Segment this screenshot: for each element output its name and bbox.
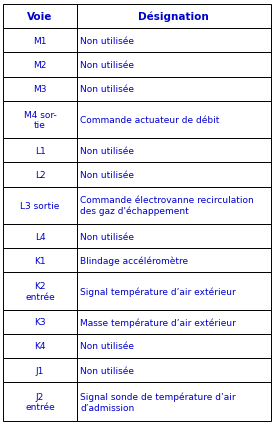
Text: Non utilisée: Non utilisée [80,61,134,70]
Bar [77,310,271,334]
Text: L2: L2 [35,170,45,179]
Text: Commande électrovanne recirculation
des gaz d'échappement: Commande électrovanne recirculation des … [80,196,254,216]
Text: M4 sor-
tie: M4 sor- tie [24,110,56,130]
Bar [77,53,271,78]
Text: Non utilisée: Non utilisée [80,232,134,241]
Text: M3: M3 [33,85,47,94]
Bar [77,101,271,139]
Bar [3,53,77,78]
Bar [3,101,77,139]
Text: J1: J1 [36,366,44,375]
Bar [3,382,77,421]
Text: K4: K4 [34,342,46,351]
Bar [77,78,271,101]
Bar [77,5,271,29]
Text: Signal température d’air extérieur: Signal température d’air extérieur [80,287,236,296]
Text: Masse température d’air extérieur: Masse température d’air extérieur [80,317,236,327]
Bar [77,273,271,310]
Bar [3,78,77,101]
Bar [3,29,77,53]
Bar [3,273,77,310]
Text: Non utilisée: Non utilisée [80,366,134,375]
Bar [77,225,271,248]
Bar [77,187,271,225]
Text: Non utilisée: Non utilisée [80,147,134,155]
Bar [3,310,77,334]
Bar [77,248,271,273]
Bar [3,163,77,187]
Text: L3 sortie: L3 sortie [20,201,60,210]
Bar [3,358,77,382]
Bar [3,334,77,358]
Bar [3,5,77,29]
Bar [3,248,77,273]
Bar [77,334,271,358]
Text: L4: L4 [35,232,45,241]
Text: Non utilisée: Non utilisée [80,170,134,179]
Text: L1: L1 [35,147,45,155]
Text: Blindage accéléromètre: Blindage accéléromètre [80,256,188,265]
Bar [77,139,271,163]
Text: Signal sonde de température d’air
d’admission: Signal sonde de température d’air d’admi… [80,391,236,412]
Text: Désignation: Désignation [138,12,209,23]
Text: K3: K3 [34,317,46,327]
Bar [3,187,77,225]
Bar [3,139,77,163]
Text: M1: M1 [33,37,47,46]
Text: M2: M2 [33,61,47,70]
Bar [77,382,271,421]
Text: K1: K1 [34,256,46,265]
Text: Commande actuateur de débit: Commande actuateur de débit [80,116,219,125]
Bar [77,29,271,53]
Bar [77,163,271,187]
Text: Non utilisée: Non utilisée [80,37,134,46]
Bar [3,225,77,248]
Text: Non utilisée: Non utilisée [80,342,134,351]
Text: J2
entrée: J2 entrée [25,392,55,412]
Text: K2
entrée: K2 entrée [25,282,55,301]
Text: Voie: Voie [27,12,53,22]
Text: Non utilisée: Non utilisée [80,85,134,94]
Bar [77,358,271,382]
